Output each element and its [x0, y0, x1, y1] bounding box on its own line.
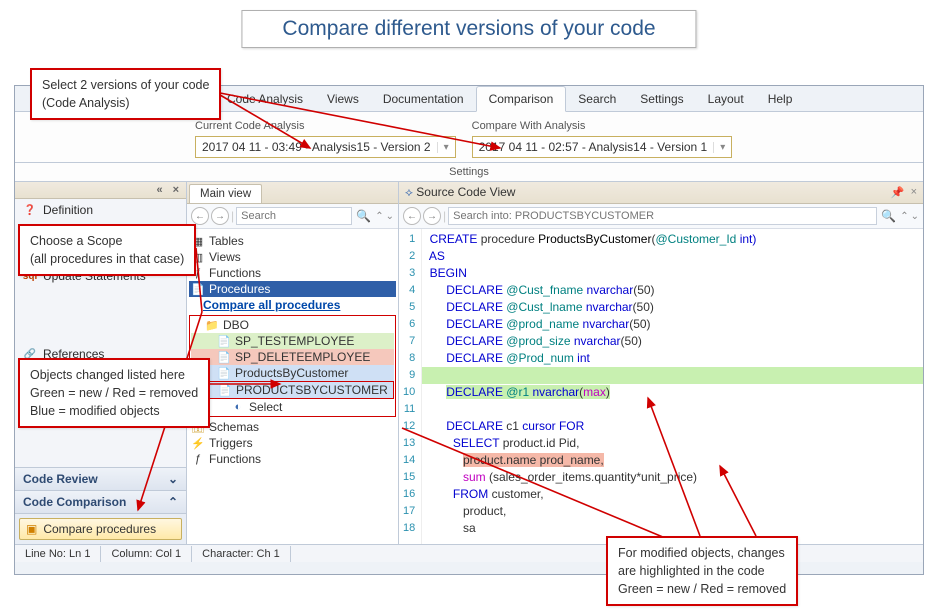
tree-proc-testemployee[interactable]: 📄SP_TESTEMPLOYEE — [191, 333, 394, 349]
status-column: Column: Col 1 — [101, 546, 192, 562]
forward-icon[interactable]: → — [423, 207, 441, 225]
removed-line: product.name prod_name, — [463, 453, 604, 467]
code-icon: ⟡ — [405, 185, 413, 199]
close-icon[interactable]: × — [170, 184, 182, 196]
added-line-blank — [422, 367, 923, 384]
source-toolbar: ← → | 🔍 ⌃ ⌄ — [399, 204, 923, 229]
menu-code-analysis[interactable]: Code Analysis — [215, 87, 315, 111]
source-code-panel: ⟡ Source Code View 📌× ← → | 🔍 ⌃ ⌄ 123456… — [399, 182, 923, 544]
menu-layout[interactable]: Layout — [696, 87, 756, 111]
tree-functions2[interactable]: ƒFunctions — [189, 451, 396, 467]
procedure-icon: 📄 — [191, 283, 205, 296]
tree-tables[interactable]: ▦Tables — [189, 233, 396, 249]
group-label-current: Current Code Analysis — [195, 120, 456, 132]
code-area: 123456789101112131415161718 CREATE proce… — [399, 229, 923, 544]
tree-dbo[interactable]: 📁DBO — [191, 317, 394, 333]
callout-scope: Choose a Scope (all procedures in that c… — [18, 224, 196, 276]
callout-highlight: For modified objects, changes are highli… — [606, 536, 798, 606]
menu-help[interactable]: Help — [756, 87, 805, 111]
line-gutter: 123456789101112131415161718 — [399, 229, 422, 544]
proc-icon: 📄 — [217, 351, 231, 364]
search-input[interactable] — [236, 207, 352, 225]
source-search-input[interactable] — [448, 207, 877, 225]
group-label-compare: Compare With Analysis — [472, 120, 733, 132]
forward-icon[interactable]: → — [211, 207, 229, 225]
tree-functions[interactable]: ƒFunctions — [189, 265, 396, 281]
expand-icon[interactable]: ⌃ — [900, 211, 908, 222]
proc-icon: 📄 — [218, 384, 232, 397]
back-icon[interactable]: ← — [191, 207, 209, 225]
pin-icon[interactable]: 📌 — [891, 186, 905, 199]
object-tree: ▦Tables ▥Views ƒFunctions 📄Procedures Co… — [187, 229, 398, 544]
folder-icon: 📁 — [205, 319, 219, 332]
tree-triggers[interactable]: ⚡Triggers — [189, 435, 396, 451]
source-code-header: ⟡ Source Code View 📌× — [399, 182, 923, 204]
menu-search[interactable]: Search — [566, 87, 628, 111]
collapse-icon[interactable]: ⌄ — [386, 211, 394, 222]
chevron-icon[interactable]: « — [153, 184, 165, 196]
dropdown-compare-analysis[interactable]: 2017 04 11 - 02:57 - Analysis14 - Versio… — [472, 136, 733, 158]
acc-code-comparison[interactable]: Code Comparison⌃ — [15, 491, 186, 514]
tree-proc-productsbycustomer[interactable]: 📄ProductsByCustomer — [191, 365, 394, 381]
chevron-down-icon: ▾ — [437, 142, 449, 153]
changed-objects-box: 📁DBO 📄SP_TESTEMPLOYEE 📄SP_DELETEEMPLOYEE… — [189, 315, 396, 417]
compare-icon: ▣ — [26, 522, 37, 536]
mid-toolbar: ← → | 🔍 ⌃ ⌄ — [187, 204, 398, 229]
compare-all-link[interactable]: Compare all procedures — [189, 297, 396, 313]
expand-icon[interactable]: ⌃ — [375, 211, 383, 222]
function-icon: ƒ — [191, 453, 205, 465]
info-icon: ❓ — [23, 203, 37, 217]
menu-views[interactable]: Views — [315, 87, 371, 111]
accordion: Code Review⌄ Code Comparison⌃ ▣Compare p… — [15, 467, 186, 544]
group-current-analysis: Current Code Analysis 2017 04 11 - 03:49… — [195, 120, 456, 158]
chevron-down-icon: ▾ — [713, 142, 725, 153]
compare-procedures-button[interactable]: ▣Compare procedures — [19, 518, 182, 540]
page-title: Compare different versions of your code — [241, 10, 696, 48]
app-window: Code Analysis Views Documentation Compar… — [14, 85, 924, 575]
tree-proc-deleteemployee[interactable]: 📄SP_DELETEEMPLOYEE — [191, 349, 394, 365]
proc-icon: 📄 — [217, 335, 231, 348]
menu-documentation[interactable]: Documentation — [371, 87, 476, 111]
main-view-panel: Main view ← → | 🔍 ⌃ ⌄ ▦Tables ▥Views ƒFu… — [187, 182, 399, 544]
search-icon[interactable]: 🔍 — [879, 209, 898, 223]
group-compare-analysis: Compare With Analysis 2017 04 11 - 02:57… — [472, 120, 733, 158]
trigger-icon: ⚡ — [191, 437, 205, 450]
nav-definition[interactable]: ❓Definition — [15, 199, 186, 221]
dropdown-current-analysis[interactable]: 2017 04 11 - 03:49 - Analysis15 - Versio… — [195, 136, 456, 158]
select-icon: ◐ — [231, 401, 245, 413]
callout-versions: Select 2 versions of your code (Code Ana… — [30, 68, 221, 120]
left-panel-header: «× — [15, 182, 186, 199]
search-icon[interactable]: 🔍 — [354, 209, 373, 223]
status-line: Line No: Ln 1 — [15, 546, 101, 562]
mid-tabbar: Main view — [187, 182, 398, 204]
collapse-icon[interactable]: ⌄ — [911, 211, 919, 222]
callout-objects: Objects changed listed here Green = new … — [18, 358, 210, 428]
acc-body: ▣Compare procedures — [15, 514, 186, 544]
tab-main-view[interactable]: Main view — [189, 184, 262, 203]
code-body[interactable]: CREATE procedure ProductsByCustomer(@Cus… — [422, 229, 923, 544]
menu-comparison[interactable]: Comparison — [476, 86, 567, 112]
close-icon[interactable]: × — [911, 186, 917, 199]
tree-select-node[interactable]: ◐Select — [191, 399, 394, 415]
menu-settings[interactable]: Settings — [628, 87, 695, 111]
proc-icon: 📄 — [217, 367, 231, 380]
tree-schemas[interactable]: 🗄Schemas — [189, 419, 396, 435]
back-icon[interactable]: ← — [403, 207, 421, 225]
ribbon-section-label: Settings — [15, 163, 923, 182]
chevron-down-icon: ⌄ — [168, 472, 178, 486]
chevron-up-icon: ⌃ — [168, 495, 178, 509]
tree-procedures[interactable]: 📄Procedures — [189, 281, 396, 297]
tree-views[interactable]: ▥Views — [189, 249, 396, 265]
status-char: Character: Ch 1 — [192, 546, 291, 562]
acc-code-review[interactable]: Code Review⌄ — [15, 468, 186, 491]
tree-proc-productsbycustomer-upper[interactable]: 📄PRODUCTSBYCUSTOMER — [191, 381, 394, 399]
